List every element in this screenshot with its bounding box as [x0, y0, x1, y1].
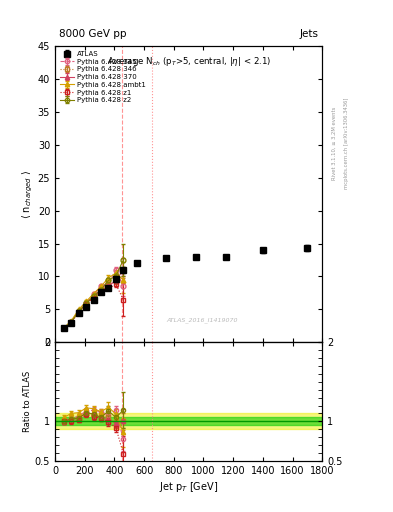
Text: ATLAS_2016_I1419070: ATLAS_2016_I1419070: [166, 317, 238, 323]
Text: Jets: Jets: [299, 29, 318, 39]
Legend: ATLAS, Pythia 6.428 345, Pythia 6.428 346, Pythia 6.428 370, Pythia 6.428 ambt1,: ATLAS, Pythia 6.428 345, Pythia 6.428 34…: [57, 48, 148, 106]
Text: Rivet 3.1.10, ≥ 3.2M events: Rivet 3.1.10, ≥ 3.2M events: [332, 106, 337, 180]
Bar: [55, 417, 322, 425]
Y-axis label: Ratio to ATLAS: Ratio to ATLAS: [23, 371, 32, 432]
Bar: [55, 413, 322, 429]
Y-axis label: ⟨ n$_{charged}$ ⟩: ⟨ n$_{charged}$ ⟩: [20, 169, 35, 219]
X-axis label: Jet p$_T$ [GeV]: Jet p$_T$ [GeV]: [159, 480, 218, 494]
Text: 8000 GeV pp: 8000 GeV pp: [59, 29, 127, 39]
Text: mcplots.cern.ch [arXiv:1306.3436]: mcplots.cern.ch [arXiv:1306.3436]: [344, 98, 349, 189]
Text: Average N$_{ch}$ (p$_T$>5, central, |$\eta$| < 2.1): Average N$_{ch}$ (p$_T$>5, central, |$\e…: [107, 55, 271, 68]
